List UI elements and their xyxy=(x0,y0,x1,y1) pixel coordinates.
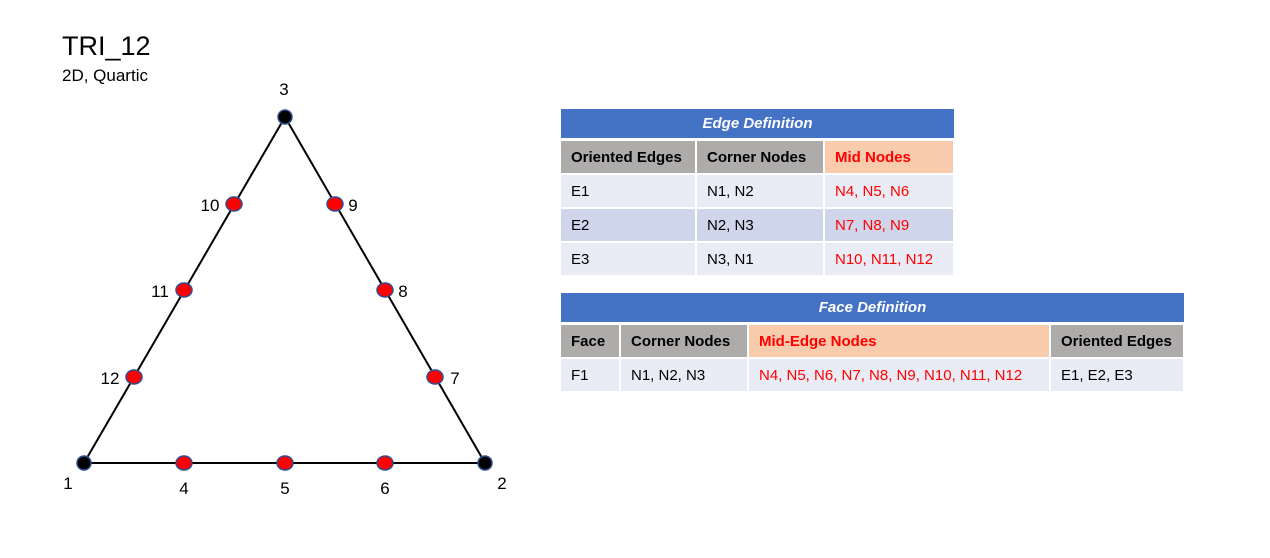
face-cell-corner: N1, N2, N3 xyxy=(620,357,749,391)
face-header-corner-nodes: Corner Nodes xyxy=(620,323,749,358)
mid-node-8 xyxy=(376,282,394,298)
edge-cell-mid: N7, N8, N9 xyxy=(824,207,955,242)
node-label-9: 9 xyxy=(348,196,357,215)
node-label-4: 4 xyxy=(179,479,188,498)
edge-header-mid-nodes: Mid Nodes xyxy=(824,139,955,174)
table-row: E2 N2, N3 N7, N8, N9 xyxy=(561,207,955,242)
mid-node-7 xyxy=(426,369,444,385)
mid-node-9 xyxy=(326,196,344,212)
face-cell-mid-edge: N4, N5, N6, N7, N8, N9, N10, N11, N12 xyxy=(748,357,1051,391)
face-header-mid-edge-nodes: Mid-Edge Nodes xyxy=(748,323,1051,358)
mid-node-4 xyxy=(175,455,193,471)
triangle-outline xyxy=(82,115,487,464)
mid-node-5 xyxy=(276,455,294,471)
edge-cell-corner: N2, N3 xyxy=(696,207,825,242)
node-label-5: 5 xyxy=(280,479,289,498)
node-label-3: 3 xyxy=(279,80,288,99)
mid-node-6 xyxy=(376,455,394,471)
node-label-12: 12 xyxy=(101,369,120,388)
edge-table-caption: Edge Definition xyxy=(561,109,954,141)
node-label-8: 8 xyxy=(398,282,407,301)
diagram-title: TRI_12 xyxy=(62,31,151,61)
corner-node-1 xyxy=(76,455,92,471)
node-label-11: 11 xyxy=(151,282,169,301)
edge-cell-corner: N1, N2 xyxy=(696,173,825,208)
edge-header-oriented-edges: Oriented Edges xyxy=(561,139,697,174)
node-label-10: 10 xyxy=(201,196,220,215)
face-header-face: Face xyxy=(561,323,621,358)
node-label-2: 2 xyxy=(497,474,506,493)
table-row: F1 N1, N2, N3 N4, N5, N6, N7, N8, N9, N1… xyxy=(561,357,1185,391)
edge-header-corner-nodes: Corner Nodes xyxy=(696,139,825,174)
edge-cell-edge: E3 xyxy=(561,241,697,275)
mid-node-10 xyxy=(225,196,243,212)
mid-node-12 xyxy=(125,369,143,385)
face-table-caption: Face Definition xyxy=(561,293,1184,325)
diagram-subtitle: 2D, Quartic xyxy=(62,66,148,85)
face-definition-table: Face Definition Face Corner Nodes Mid-Ed… xyxy=(561,293,1185,391)
edge-definition-table: Edge Definition Oriented Edges Corner No… xyxy=(561,109,955,275)
face-cell-face: F1 xyxy=(561,357,621,391)
table-row: E1 N1, N2 N4, N5, N6 xyxy=(561,173,955,208)
edge-cell-corner: N3, N1 xyxy=(696,241,825,275)
node-label-7: 7 xyxy=(450,369,459,388)
corner-node-2 xyxy=(477,455,493,471)
edge-cell-edge: E1 xyxy=(561,173,697,208)
edge-cell-mid: N10, N11, N12 xyxy=(824,241,955,275)
edge-cell-mid: N4, N5, N6 xyxy=(824,173,955,208)
mid-node-11 xyxy=(175,282,193,298)
node-label-1: 1 xyxy=(63,474,72,493)
face-cell-edges: E1, E2, E3 xyxy=(1050,357,1185,391)
corner-node-3 xyxy=(277,109,293,125)
face-header-oriented-edges: Oriented Edges xyxy=(1050,323,1185,358)
edge-cell-edge: E2 xyxy=(561,207,697,242)
table-row: E3 N3, N1 N10, N11, N12 xyxy=(561,241,955,275)
node-label-6: 6 xyxy=(380,479,389,498)
